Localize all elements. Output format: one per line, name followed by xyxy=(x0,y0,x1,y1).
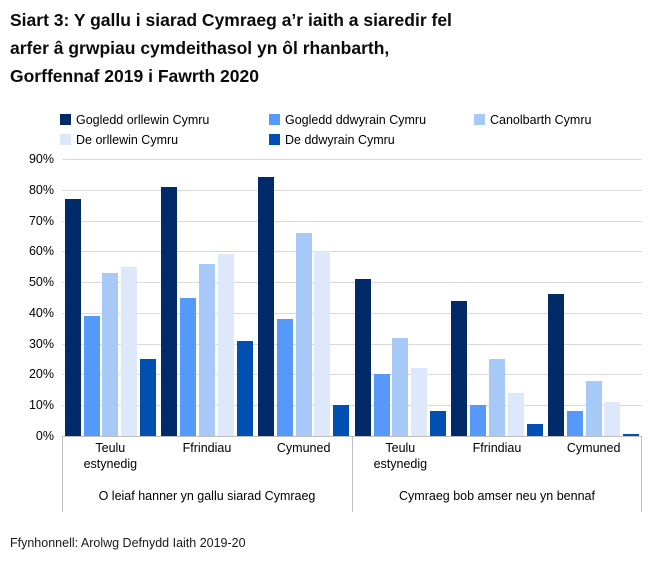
y-axis-tick-label: 70% xyxy=(28,213,54,228)
bar xyxy=(83,315,100,436)
bar xyxy=(392,337,409,436)
legend-label: De orllewin Cymru xyxy=(76,132,179,147)
legend-item: Gogledd orllewin Cymru xyxy=(60,112,209,127)
y-axis-tick-label: 90% xyxy=(28,152,54,166)
y-axis-tick-label: 40% xyxy=(28,305,54,320)
legend-swatch-icon xyxy=(60,134,71,145)
section-label: O leiaf hanner yn gallu siarad Cymraeg xyxy=(98,489,316,503)
bar xyxy=(64,199,81,436)
bar xyxy=(470,405,487,436)
chart-title-line-3: Gorffennaf 2019 i Fawrth 2020 xyxy=(10,66,259,86)
chart-title-line-1: Siart 3: Y gallu i siarad Cymraeg a’r ia… xyxy=(10,10,452,30)
bar xyxy=(429,411,446,436)
legend-swatch-icon xyxy=(474,114,485,125)
y-axis-tick-label: 10% xyxy=(28,398,54,413)
bar xyxy=(102,272,119,436)
bar xyxy=(217,254,234,436)
category-label: Teulu estynedig xyxy=(83,441,138,471)
bar xyxy=(507,392,524,436)
bar xyxy=(604,402,621,436)
bar xyxy=(314,251,331,436)
bar xyxy=(354,279,371,436)
axis-section-separator xyxy=(641,437,642,512)
gridline xyxy=(62,159,642,160)
plot-area xyxy=(62,159,642,437)
bar xyxy=(258,177,275,436)
category-label: Cymuned xyxy=(566,441,621,455)
legend-label: Gogledd orllewin Cymru xyxy=(76,112,210,127)
bar xyxy=(411,368,428,436)
gridline xyxy=(62,282,642,284)
bar xyxy=(585,380,602,436)
axis-section-separator xyxy=(62,437,63,512)
bar xyxy=(489,359,505,436)
bar xyxy=(548,294,565,436)
gridline xyxy=(62,374,642,376)
category-label: Ffrindiau xyxy=(472,441,522,455)
axis-section-separator xyxy=(352,437,353,512)
chart-title: Siart 3: Y gallu i siarad Cymraeg a’r ia… xyxy=(10,6,660,90)
bar xyxy=(373,374,390,436)
bar xyxy=(139,359,156,436)
gridline xyxy=(62,312,642,314)
category-label: Cymuned xyxy=(276,441,331,455)
chart-title-line-2: arfer â grwpiau cymdeithasol yn ôl rhanb… xyxy=(10,38,390,58)
chart-legend: Gogledd orllewin Cymru Gogledd ddwyrain C… xyxy=(0,110,670,152)
category-label: Ffrindiau xyxy=(182,441,232,455)
bar xyxy=(295,232,312,436)
legend-item: Gogledd ddwyrain Cymru xyxy=(269,112,426,127)
legend-label: Canolbarth Cymru xyxy=(490,112,592,127)
gridline xyxy=(62,251,642,253)
legend-item: Canolbarth Cymru xyxy=(474,112,591,127)
bar xyxy=(566,411,583,436)
bar xyxy=(333,405,350,436)
y-axis-tick-label: 50% xyxy=(28,275,54,290)
y-axis-tick-label: 30% xyxy=(28,336,54,351)
y-axis-tick-label: 60% xyxy=(28,244,54,259)
source-note: Ffynhonnell: Arolwg Defnydd Iaith 2019-2… xyxy=(10,536,246,550)
legend-swatch-icon xyxy=(269,134,280,145)
gridline xyxy=(62,189,642,191)
bar xyxy=(623,434,640,436)
legend-swatch-icon xyxy=(269,114,280,125)
y-axis-tick-label: 0% xyxy=(35,429,54,443)
bar xyxy=(199,263,215,436)
bar xyxy=(180,297,197,436)
y-axis-tick-label: 20% xyxy=(28,367,54,382)
bar xyxy=(236,340,253,436)
y-axis-tick-label: 80% xyxy=(28,182,54,197)
legend-item: De orllewin Cymru xyxy=(60,132,178,147)
legend-item: De ddwyrain Cymru xyxy=(269,132,395,147)
section-label: Cymraeg bob amser neu yn bennaf xyxy=(399,489,595,503)
bar xyxy=(276,319,293,436)
gridline xyxy=(62,405,642,407)
legend-label: Gogledd ddwyrain Cymru xyxy=(285,112,427,127)
legend-swatch-icon xyxy=(60,114,71,125)
bar xyxy=(526,423,543,436)
x-axis-line xyxy=(62,436,642,437)
bar xyxy=(161,186,178,436)
gridline xyxy=(62,343,642,345)
bar xyxy=(451,300,468,436)
legend-label: De ddwyrain Cymru xyxy=(285,132,395,147)
gridline xyxy=(62,220,642,222)
bar xyxy=(121,266,138,436)
category-label: Teulu estynedig xyxy=(373,441,428,471)
